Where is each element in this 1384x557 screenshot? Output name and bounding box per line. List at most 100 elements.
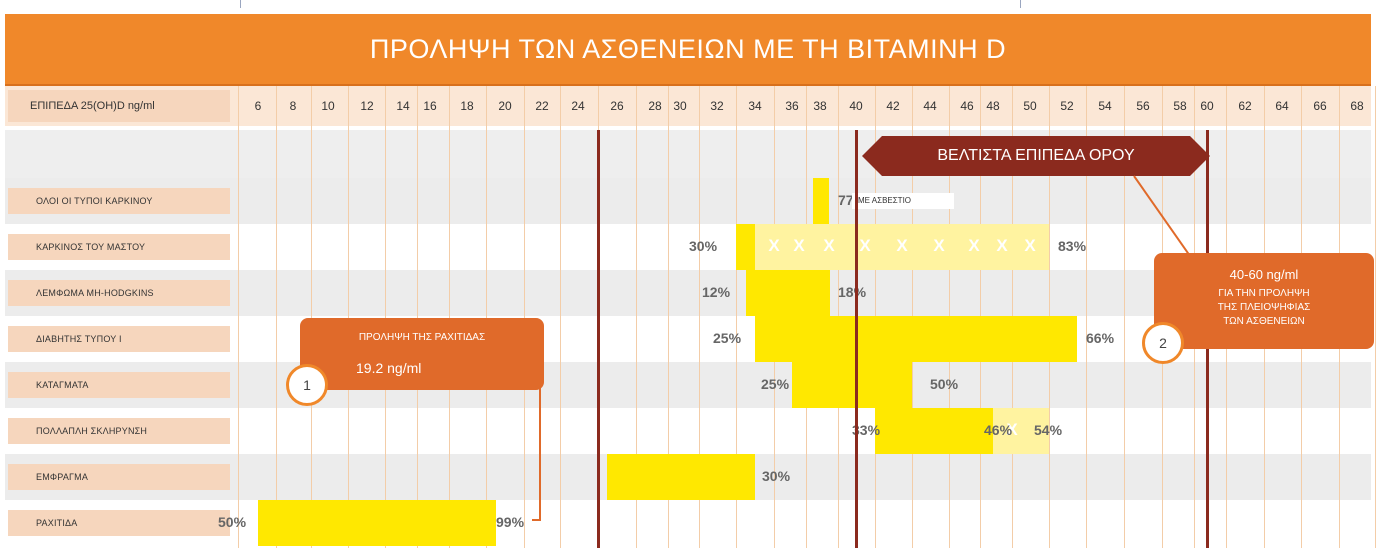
- row-band: [5, 500, 1371, 546]
- grid-line: [668, 86, 669, 548]
- axis-header-row: [5, 86, 1371, 126]
- row-label: ΡΑΧΙΤΙΔΑ: [8, 510, 230, 536]
- value-label: 30%: [762, 468, 791, 484]
- tick-label: 30: [673, 99, 687, 113]
- value-label: 25%: [713, 330, 742, 346]
- tick-label: 12: [360, 99, 374, 113]
- tick-label: 38: [813, 99, 827, 113]
- row-band: [5, 270, 1371, 316]
- axis-header-label: ΕΠΙΠΕΔΑ 25(ΟΗ)D ng/ml: [8, 90, 230, 122]
- top-tick-mark: [1020, 0, 1021, 8]
- optimal-range-banner: [862, 136, 1210, 176]
- x-mark: X: [859, 236, 871, 255]
- grid-line: [1086, 86, 1087, 548]
- tick-label: 66: [1313, 99, 1327, 113]
- optimal-callout-value: 40-60 ng/ml: [1229, 267, 1299, 282]
- tick-label: 20: [498, 99, 512, 113]
- optimal-callout-line: ΤΗΣ ΠΛΕΙΟΨΗΦΙΑΣ: [1217, 302, 1311, 313]
- value-label: 50%: [930, 376, 959, 392]
- row-label: ΔΙΑΒΗΤΗΣ ΤΥΠΟΥ Ι: [8, 326, 230, 352]
- value-label: 99%: [496, 514, 525, 530]
- tick-label: 10: [321, 99, 335, 113]
- grid-line: [486, 86, 487, 548]
- rickets-callout: ΠΡΟΛΗΨΗ ΤΗΣ ΡΑΧΙΤΙΔΑΣ 19.2 ng/ml: [300, 318, 544, 390]
- grid-line: [1375, 86, 1376, 548]
- grid-line: [736, 86, 737, 548]
- grid-line: [276, 86, 277, 548]
- row-label: ΛΕΜΦΩΜΑ ΜΗ-HODGKINS: [8, 280, 230, 306]
- value-label: 50%: [218, 514, 247, 530]
- grid-line: [449, 86, 450, 548]
- tick-label: 64: [1275, 99, 1289, 113]
- row-label: ΠΟΛΛΑΠΛΗ ΣΚΛΗΡΥΝΣΗ: [8, 418, 230, 444]
- top-tick-mark: [240, 0, 241, 8]
- grid-line: [238, 86, 239, 548]
- optimal-callout-line: ΤΩΝ ΑΣΘΕΝΕΙΩΝ: [1223, 316, 1305, 327]
- tick-label: 48: [986, 99, 1000, 113]
- title-banner: ΠΡΟΛΗΨΗ ΤΩΝ ΑΣΘΕΝΕΙΩΝ ΜΕ ΤΗ ΒΙΤΑΜΙΝΗ D: [5, 14, 1371, 87]
- bar-segment: [755, 316, 1077, 362]
- grid-line: [311, 86, 312, 548]
- bar-segment: [258, 500, 496, 546]
- bar-segment-light: [993, 408, 1049, 454]
- callout-number-2: 2: [1142, 322, 1184, 364]
- value-label: 83%: [1058, 238, 1087, 254]
- tick-label: 42: [886, 99, 900, 113]
- tick-label: 34: [748, 99, 762, 113]
- tick-label: 40: [849, 99, 863, 113]
- bar-segment: [736, 224, 755, 270]
- bar-segment-light: [755, 224, 1049, 270]
- value-label: 30%: [689, 238, 718, 254]
- row-label: ΚΑΡΚΙΝΟΣ ΤΟΥ ΜΑΣΤΟΥ: [8, 234, 230, 260]
- tick-label: 54: [1098, 99, 1112, 113]
- row-note: ΜΕ ΑΣΒΕΣΤΙΟ: [852, 193, 954, 209]
- value-label: 66%: [1086, 330, 1115, 346]
- row-label: ΟΛΟΙ ΟΙ ΤΥΠΟΙ ΚΑΡΚΙΝΟΥ: [8, 188, 230, 214]
- tick-label: 62: [1238, 99, 1252, 113]
- rickets-callout-value: 19.2 ng/ml: [356, 360, 422, 376]
- tick-label: 58: [1173, 99, 1187, 113]
- tick-label: 60: [1200, 99, 1214, 113]
- tick-label: 28: [648, 99, 662, 113]
- value-label: 33%: [852, 422, 881, 438]
- bar-segment: [746, 270, 830, 316]
- x-mark: X: [793, 236, 805, 255]
- grid-line: [385, 86, 386, 548]
- tick-label: 68: [1350, 99, 1364, 113]
- reference-line: [597, 130, 600, 548]
- x-mark: X: [968, 236, 980, 255]
- tick-label: 18: [460, 99, 474, 113]
- value-label: 18%: [838, 284, 867, 300]
- grid-line: [636, 86, 637, 548]
- tick-label: 8: [289, 99, 297, 113]
- x-mark: X: [1024, 236, 1036, 255]
- reference-line: [855, 130, 858, 548]
- callout-number-1: 1: [286, 364, 328, 406]
- bar-segment: [875, 408, 994, 454]
- grid-line: [348, 86, 349, 548]
- tick-label: 44: [923, 99, 937, 113]
- tick-label: 32: [710, 99, 724, 113]
- value-label: 25%: [761, 376, 790, 392]
- grid-line: [417, 86, 418, 548]
- optimal-callout-line: ΓΙΑ ΤΗΝ ΠΡΟΛΗΨΗ: [1218, 288, 1310, 299]
- x-mark: X: [996, 236, 1008, 255]
- row-band: [5, 362, 1371, 408]
- tick-label: 26: [610, 99, 624, 113]
- row-label: ΕΜΦΡΑΓΜΑ: [8, 464, 230, 490]
- tick-label: 56: [1136, 99, 1150, 113]
- tick-label: 16: [423, 99, 437, 113]
- grid-line: [1124, 86, 1125, 548]
- optimal-callout-text: ΓΙΑ ΤΗΝ ΠΡΟΛΗΨΗ ΤΗΣ ΠΛΕΙΟΨΗΦΙΑΣ ΤΩΝ ΑΣΘΕ…: [1154, 287, 1374, 329]
- tick-label: 50: [1023, 99, 1037, 113]
- grid-line: [699, 86, 700, 548]
- optimal-range-label: ΒΕΛΤΙΣΤΑ ΕΠΙΠΕΔΑ ΟΡΟΥ: [937, 147, 1135, 164]
- row-band: [5, 408, 1371, 454]
- rickets-callout-title: ΠΡΟΛΗΨΗ ΤΗΣ ΡΑΧΙΤΙΔΑΣ: [358, 332, 486, 343]
- tick-label: 46: [960, 99, 974, 113]
- chart-title: ΠΡΟΛΗΨΗ ΤΩΝ ΑΣΘΕΝΕΙΩΝ ΜΕ ΤΗ ΒΙΤΑΜΙΝΗ D: [369, 34, 1007, 64]
- x-mark: X: [1006, 420, 1018, 439]
- bar-segment: [813, 178, 829, 224]
- tick-label: 6: [254, 99, 262, 113]
